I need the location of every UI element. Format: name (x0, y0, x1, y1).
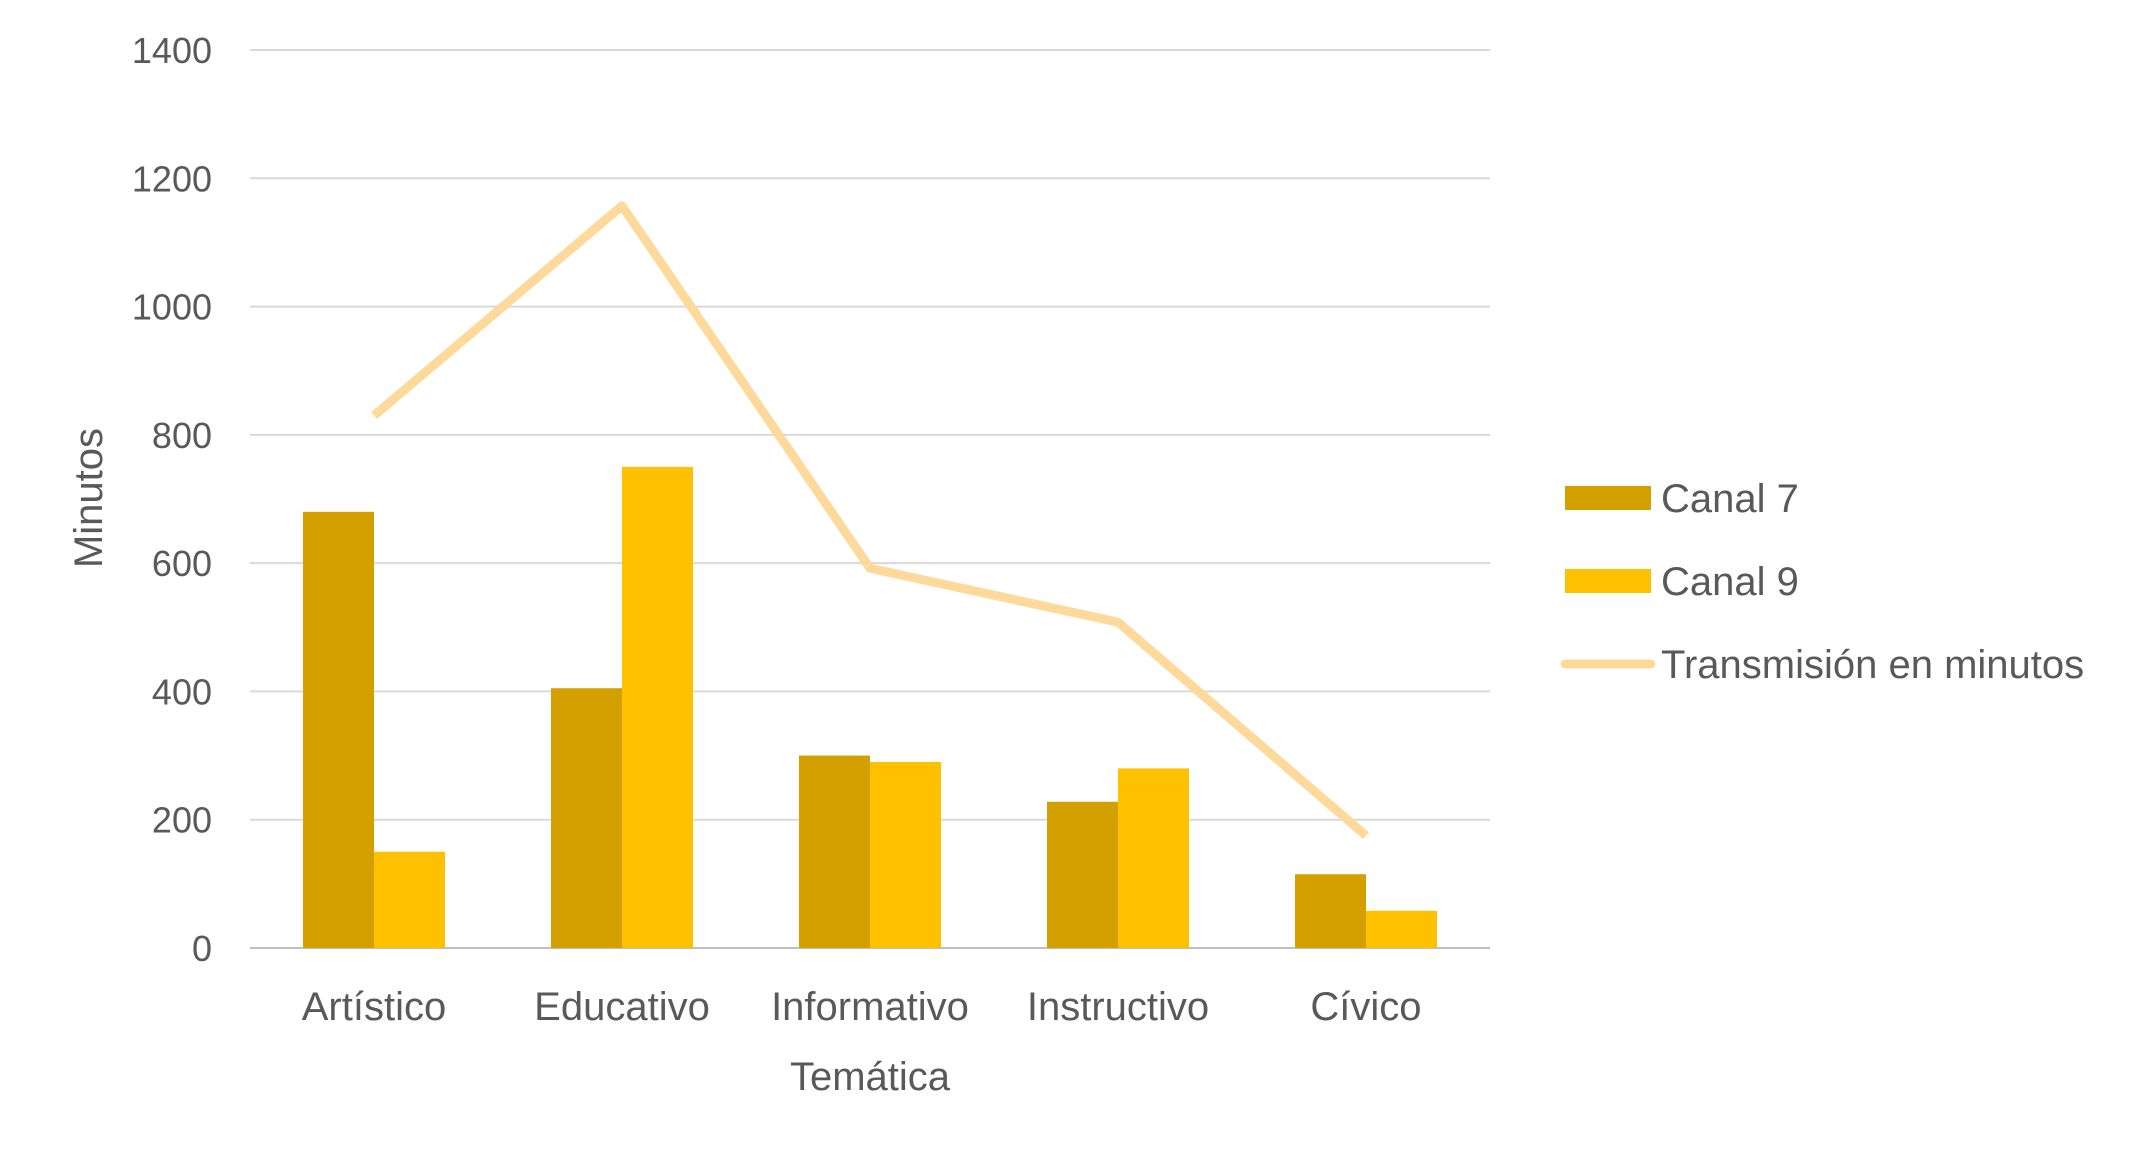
x-axis-tick-labels: Artístico Educativo Informativo Instructivo… (302, 985, 1422, 1029)
legend: Canal 7 Canal 9 Transmisión en minutos (1560, 477, 2084, 687)
y-axis-title: Minutos (67, 428, 111, 568)
y-tick-label: 400 (152, 671, 212, 712)
x-axis-title: Temática (790, 1055, 951, 1099)
y-tick-label: 800 (152, 415, 212, 456)
line-series (371, 201, 1369, 840)
y-tick-label: 200 (152, 800, 212, 841)
legend-item: Canal 7 (1565, 477, 1799, 521)
y-axis-tick-labels: 0 200 400 600 800 1000 1200 1400 (132, 30, 212, 969)
line-series-path (371, 201, 1369, 840)
y-tick-label: 600 (152, 543, 212, 584)
bar (374, 851, 445, 948)
y-tick-label: 1000 (132, 287, 212, 328)
bar (870, 761, 941, 948)
bar (1118, 768, 1189, 948)
bar (1295, 874, 1366, 948)
legend-label: Canal 9 (1661, 560, 1799, 604)
legend-swatch (1565, 486, 1651, 510)
x-tick-label: Informativo (771, 985, 969, 1029)
x-tick-label: Instructivo (1027, 985, 1209, 1029)
bar (303, 511, 374, 948)
bar (1047, 801, 1118, 948)
bar (551, 688, 622, 948)
bar (799, 755, 870, 948)
legend-item: Canal 9 (1565, 560, 1799, 604)
bar (622, 466, 693, 948)
bars (303, 466, 1437, 948)
x-tick-label: Artístico (302, 985, 446, 1029)
legend-swatch (1565, 569, 1651, 593)
legend-label: Transmisión en minutos (1661, 643, 2084, 687)
gridlines (250, 49, 1490, 949)
x-tick-label: Cívico (1310, 985, 1421, 1029)
legend-item: Transmisión en minutos (1560, 643, 2084, 687)
legend-label: Canal 7 (1661, 477, 1799, 521)
y-tick-label: 0 (192, 928, 212, 969)
x-tick-label: Educativo (534, 985, 710, 1029)
bar (1366, 910, 1437, 948)
y-tick-label: 1400 (132, 30, 212, 71)
y-tick-label: 1200 (132, 158, 212, 199)
